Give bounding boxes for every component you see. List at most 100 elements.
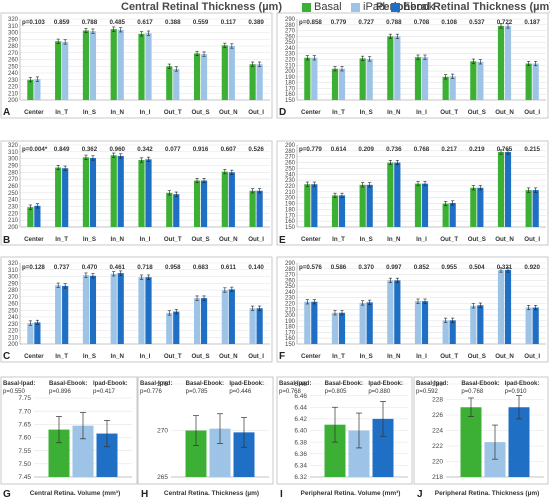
y-tick-label: 270: [8, 295, 19, 301]
p-value-label: 0.470: [82, 264, 98, 271]
bar-ebook: [508, 407, 530, 477]
x-tick-label: Out_N: [495, 353, 514, 360]
bar-ipad-out_i: [249, 308, 256, 344]
x-tick-label: Out_N: [219, 236, 238, 243]
p-value-label: 0.217: [441, 146, 457, 153]
bar-ebook-in_i: [145, 277, 152, 344]
p-value-label: 0.727: [358, 19, 374, 26]
y-tick-label: 280: [285, 149, 296, 155]
bar-ipad-in_i: [145, 33, 152, 100]
y-tick-label: 320: [8, 261, 19, 267]
x-tick-label: Out_T: [164, 236, 182, 243]
bar-basal-out_s: [470, 187, 477, 227]
y-tick-label: 310: [8, 268, 19, 274]
comparison-label: Basal-Ipad:: [416, 381, 448, 387]
x-tick-label: In_I: [416, 236, 427, 243]
y-tick-label: 6.48: [294, 381, 307, 388]
legend-ipad-swatch: [351, 2, 360, 12]
p-value-label: 0.461: [109, 264, 125, 271]
bar-basal-out_s: [470, 61, 477, 100]
panel-frame: [413, 376, 549, 485]
p-value-label: 0.960: [109, 146, 125, 153]
y-tick-label: 240: [285, 172, 296, 178]
y-tick-label: 200: [285, 196, 296, 202]
p-value-label: 0.526: [248, 146, 264, 153]
p-value-label: 0.768: [414, 146, 430, 153]
y-tick-label: 260: [285, 34, 296, 40]
p-value-label: p=0.576: [299, 264, 322, 271]
bar-ebook-in_i: [145, 159, 152, 227]
y-tick-label: 290: [285, 261, 296, 267]
bar-basal-in_s: [359, 184, 366, 227]
x-tick-label: Out_N: [495, 109, 514, 116]
bar-ebook-out_s: [200, 298, 208, 344]
bar-ipad-out_t: [173, 68, 180, 100]
comparison-label: Basal-Ipad:: [279, 381, 311, 387]
panel-b: B 200210220230240250260270280290300310320…: [0, 140, 273, 246]
p-value-label: 0.916: [193, 146, 209, 153]
x-tick-label: In_I: [140, 236, 151, 243]
y-tick-label: 240: [285, 290, 296, 296]
y-tick-label: 170: [285, 330, 296, 336]
bar-ipad-out_t: [442, 320, 449, 344]
bar-ipad-in_t: [62, 41, 69, 100]
bar-ipad-out_s: [470, 305, 477, 344]
p-value-label: 0.708: [414, 19, 430, 26]
bar-ebook-center: [34, 205, 41, 227]
p-value-label: 0.920: [524, 264, 540, 271]
bar-ebook-in_t: [338, 312, 346, 344]
panel-frame: [276, 12, 549, 119]
p-value-label: 0.342: [137, 146, 153, 153]
y-tick-label: 6.40: [294, 428, 307, 435]
bar-basal-in_s: [82, 30, 90, 101]
y-tick-label: 320: [8, 143, 19, 149]
bar-ebook-in_n: [117, 155, 124, 227]
y-tick-label: 222: [432, 443, 443, 450]
comparison-label: Basal-Ebook:: [49, 381, 87, 387]
bar-ipad-out_s: [477, 61, 484, 100]
bar-basal-in_i: [138, 33, 145, 100]
p-value-label: 0.718: [137, 264, 153, 271]
y-tick-label: 265: [157, 474, 168, 481]
legend-basal-swatch: [302, 2, 311, 12]
y-tick-label: 290: [8, 37, 19, 43]
y-tick-label: 270: [8, 51, 19, 57]
x-tick-label: Out_T: [164, 353, 182, 360]
x-tick-label: In_S: [83, 109, 96, 116]
p-value-label: 0.559: [193, 19, 209, 26]
comparison-pvalue: p=0.550: [3, 389, 26, 395]
y-tick-label: 150: [285, 98, 296, 104]
y-tick-label: 190: [285, 75, 296, 81]
panel-frame: [0, 12, 273, 119]
panel-a: A 200210220230240250260270280290300310320…: [0, 12, 273, 119]
y-tick-label: 6.32: [294, 474, 307, 481]
panel-g: G 7.45 7.50 7.55 7.60 7.65 7.70 7.75 Basal-Ipad:…: [0, 376, 138, 499]
bar-ipad-out_i: [256, 64, 263, 100]
y-tick-label: 180: [285, 81, 296, 87]
panel-frame: [0, 140, 273, 246]
bar-ebook-center: [311, 301, 318, 344]
panel-i: I6.326.346.366.386.406.426.446.466.48Bas…: [276, 376, 413, 499]
bar-ipad-out_s: [200, 54, 208, 100]
p-value-label: 0.765: [497, 146, 513, 153]
bar-basal-in_i: [414, 57, 422, 100]
y-tick-label: 270: [285, 273, 296, 279]
bar-ipad-center: [34, 79, 41, 100]
x-tick-label: Out_I: [248, 353, 264, 360]
x-tick-label: Out_S: [191, 236, 209, 243]
comparison-label: Ipad-Ebook:: [505, 381, 540, 387]
x-axis-title: Peripheral Retina. Thickness (µm): [435, 490, 540, 497]
p-value-label: 0.737: [54, 264, 70, 271]
bar-basal-out_n: [221, 171, 228, 227]
bar-basal-center: [27, 79, 34, 100]
comparison-label: Basal-Ipad:: [3, 381, 35, 387]
bar-basal-out_i: [525, 63, 532, 100]
y-tick-label: 220: [285, 184, 296, 190]
p-value-label: 0.388: [165, 19, 181, 26]
p-value-label: 0.788: [82, 19, 98, 26]
panel-e: E 150160170180190200210220230240250260270…: [276, 140, 549, 246]
p-value-label: 0.321: [497, 264, 513, 271]
p-value-label: 0.140: [248, 264, 264, 271]
y-tick-label: 7.70: [18, 408, 31, 415]
